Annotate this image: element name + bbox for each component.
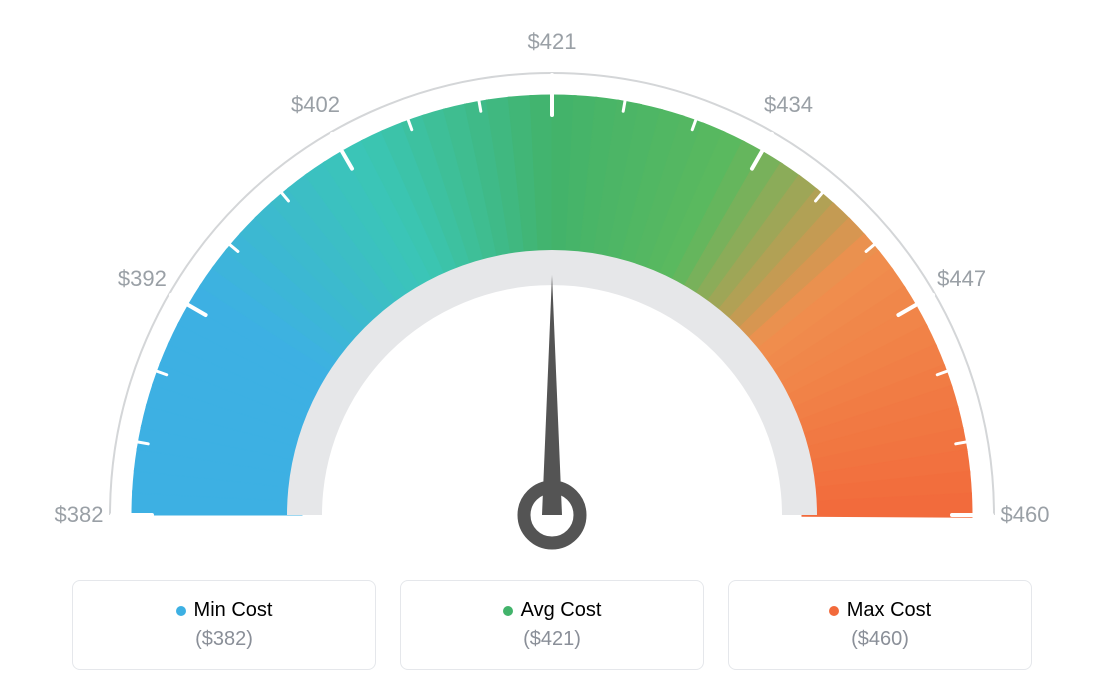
legend-card-max: Max Cost ($460) [728, 580, 1032, 670]
legend-title-avg: Avg Cost [503, 599, 602, 622]
tick-label: $460 [1001, 502, 1050, 528]
tick-label: $392 [118, 266, 167, 292]
tick-label: $421 [528, 29, 577, 55]
legend-dot-max [829, 606, 839, 616]
legend-dot-min [176, 606, 186, 616]
legend-dot-avg [503, 606, 513, 616]
legend-label-max: Max Cost [847, 599, 931, 622]
tick-label: $402 [291, 92, 340, 118]
tick-label: $434 [764, 92, 813, 118]
legend-value-avg: ($421) [523, 628, 581, 651]
legend-row: Min Cost ($382) Avg Cost ($421) Max Cost… [0, 580, 1104, 670]
legend-card-avg: Avg Cost ($421) [400, 580, 704, 670]
tick-label: $382 [55, 502, 104, 528]
legend-value-min: ($382) [195, 628, 253, 651]
gauge-chart: $382 $392 $402 $421 $434 $447 $460 [0, 0, 1104, 560]
legend-label-avg: Avg Cost [521, 599, 602, 622]
legend-title-min: Min Cost [176, 599, 273, 622]
legend-value-max: ($460) [851, 628, 909, 651]
legend-card-min: Min Cost ($382) [72, 580, 376, 670]
legend-label-min: Min Cost [194, 599, 273, 622]
legend-title-max: Max Cost [829, 599, 931, 622]
tick-label: $447 [937, 266, 986, 292]
